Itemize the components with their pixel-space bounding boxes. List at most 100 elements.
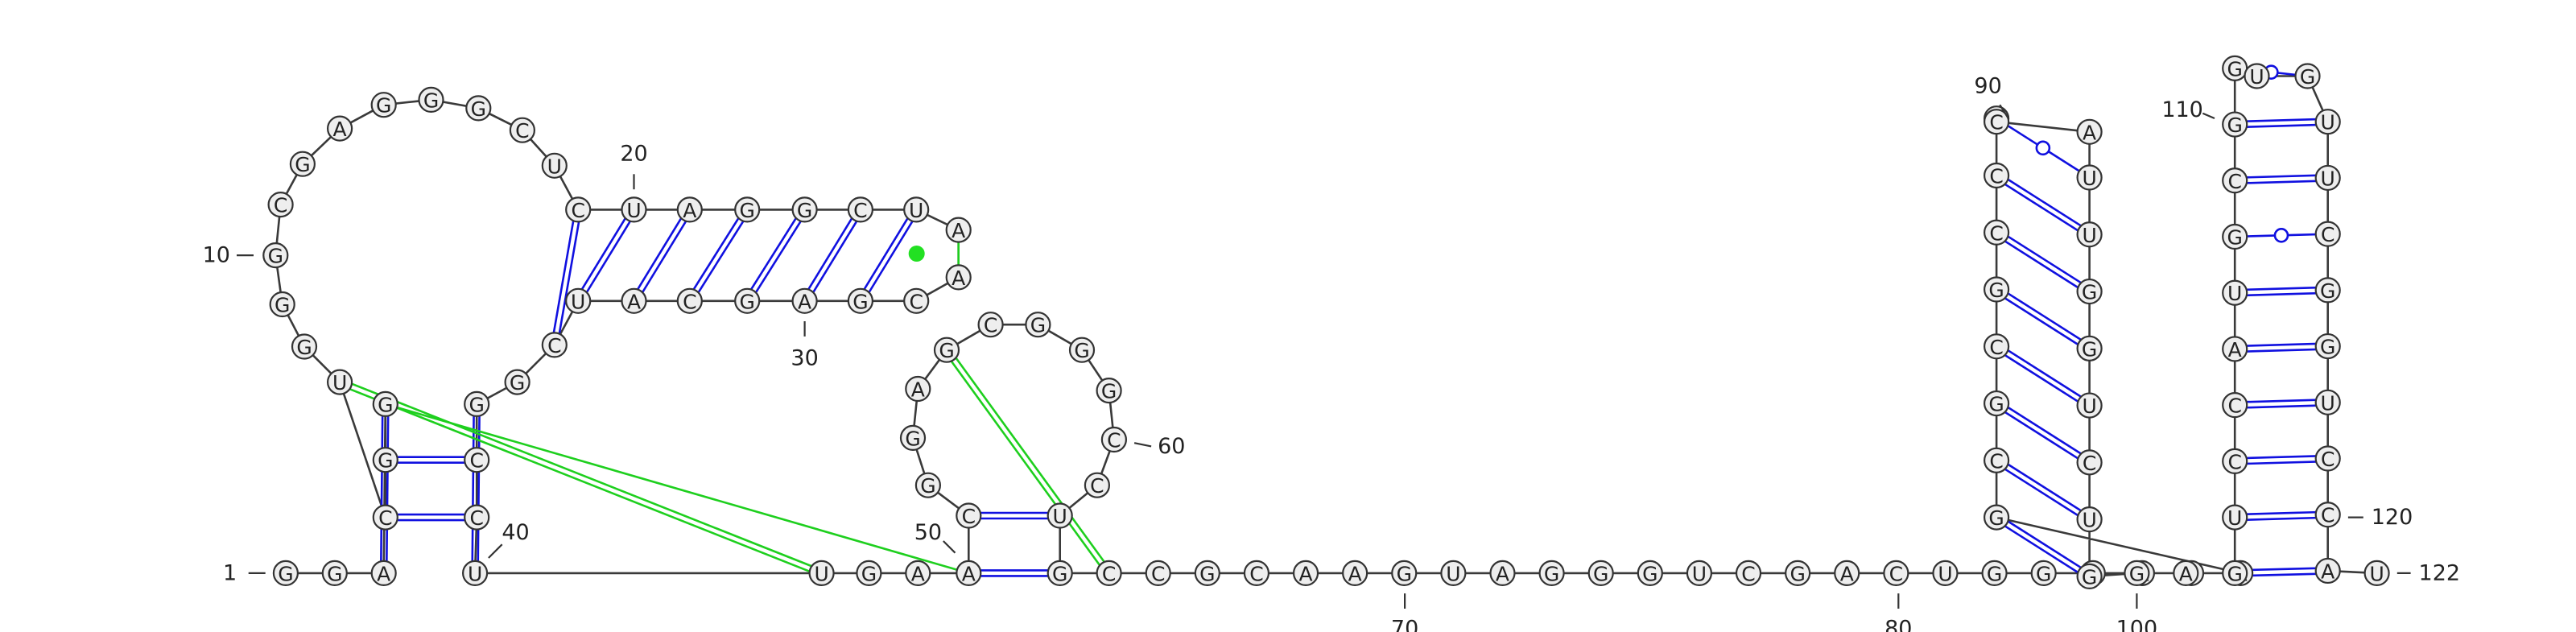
nucleotide: G — [1981, 560, 2008, 587]
watson-crick-pair — [379, 403, 384, 573]
nucleotide: G — [899, 424, 927, 452]
nucleotide: C — [267, 192, 294, 218]
nucleotide: A — [370, 560, 397, 587]
label-90: 90 — [1974, 74, 2001, 99]
pseudoknot-pair — [947, 347, 1113, 572]
nucleotide: C — [2222, 167, 2248, 194]
nucleotide: C — [1084, 472, 1111, 498]
label-120: 120 — [2372, 505, 2413, 530]
nucleotide: G — [847, 287, 874, 314]
nucleotide-letter: G — [2082, 565, 2097, 589]
nucleotide-letter: G — [1544, 562, 1559, 585]
nucleotide-letter: A — [2321, 560, 2334, 583]
nucleotide-letter: G — [1593, 562, 1608, 585]
nucleotide: G — [2076, 335, 2103, 361]
label-30: 30 — [791, 346, 818, 371]
label-tick — [488, 543, 503, 559]
nucleotide-letter: G — [1790, 562, 1805, 585]
nucleotide: C — [2222, 448, 2248, 474]
nucleotide-letter: G — [1052, 562, 1067, 585]
nucleotide-letter: A — [1496, 562, 1509, 585]
nucleotide: U — [621, 196, 647, 223]
nucleotide-letter: U — [1692, 562, 1707, 585]
pseudoknot-pair — [338, 383, 821, 577]
nucleotide: G — [933, 337, 960, 363]
nucleotide: C — [2076, 449, 2103, 476]
nucleotide-letter: C — [515, 119, 529, 143]
nucleotide: U — [327, 369, 353, 395]
nucleotide: A — [621, 287, 647, 314]
nucleotide-letter: A — [2179, 562, 2193, 585]
nucleotide: G — [2314, 333, 2341, 360]
watson-crick-pair — [2235, 399, 2328, 403]
nucleotide: G — [289, 151, 316, 177]
nucleotide: C — [1243, 560, 1270, 587]
watson-crick-pair — [1994, 404, 2089, 466]
nucleotide-letter: C — [853, 199, 867, 222]
nucleotide-letter: U — [626, 199, 641, 222]
nucleotide-letter: U — [2082, 394, 2096, 418]
nucleotide: G — [372, 390, 398, 417]
nucleotide-letter: C — [1107, 429, 1121, 452]
watson-crick-pair — [1997, 400, 2092, 461]
nucleotide: U — [1046, 502, 1073, 529]
nucleotide-letter: G — [1642, 562, 1657, 585]
label-70: 70 — [1391, 617, 1418, 632]
nucleotide-letter: C — [469, 449, 483, 473]
nucleotide-letter: A — [627, 290, 641, 313]
nucleotide: C — [1984, 162, 2010, 189]
nucleotide: U — [2076, 392, 2103, 419]
label-40: 40 — [502, 520, 529, 545]
nucleotide-letter: G — [852, 290, 868, 313]
nucleotide: U — [2244, 63, 2270, 89]
nucleotide-letter: C — [2321, 504, 2334, 527]
nucleotide: C — [1145, 560, 1171, 587]
nucleotide: C — [509, 117, 536, 143]
nucleotide: G — [1587, 560, 1614, 587]
nucleotide: G — [1984, 504, 2010, 531]
pseudoknot-pair — [385, 403, 969, 575]
nucleotide: C — [372, 504, 398, 531]
nucleotide-letter: G — [1988, 279, 2004, 302]
nucleotide: G — [914, 472, 942, 498]
nucleotide: G — [370, 92, 397, 118]
nucleotide-letter: C — [2083, 452, 2096, 475]
nucleotide-letter: U — [909, 199, 923, 222]
nucleotide: G — [2222, 560, 2248, 587]
nucleotide: G — [465, 95, 492, 122]
watson-crick-pair — [1994, 518, 2089, 580]
nucleotide-letter: A — [333, 118, 347, 141]
nucleotide-letter: A — [2083, 121, 2096, 144]
watson-crick-pair — [2235, 460, 2328, 465]
nucleotide: G — [2076, 278, 2103, 305]
label-1: 1 — [223, 560, 237, 585]
nucleotide: C — [977, 312, 1004, 338]
nucleotide-letter: G — [1397, 562, 1412, 585]
watson-crick-pair — [2235, 174, 2328, 180]
nucleotide: A — [1834, 560, 1860, 587]
nucleotide-letter: C — [1889, 562, 1903, 585]
watson-crick-pair — [551, 209, 577, 345]
pseudoknot-pair — [340, 378, 824, 572]
watson-crick-pair — [801, 207, 860, 300]
watson-crick-pair — [857, 207, 915, 300]
nucleotide-letter: U — [2227, 282, 2242, 305]
nucleotide-letter: G — [740, 199, 755, 222]
nucleotide: U — [2222, 504, 2248, 531]
watson-crick-pair — [806, 210, 864, 304]
nucleotide-letter: A — [377, 562, 390, 585]
nucleotide-letter: C — [274, 194, 287, 217]
nucleotide: U — [2076, 506, 2103, 533]
nucleotide: G — [2076, 563, 2103, 589]
nucleotide: G — [1785, 560, 1811, 587]
nucleotide-letter: A — [952, 266, 965, 290]
nucleotide-letter: C — [962, 505, 976, 528]
watson-crick-pair — [635, 210, 693, 304]
watson-crick-pair — [2235, 180, 2328, 185]
watson-crick-pair — [1997, 229, 2092, 291]
nucleotide: A — [2314, 557, 2341, 584]
nucleotide: U — [2314, 109, 2341, 135]
nucleotide-letter: C — [909, 290, 923, 313]
nucleotide: U — [461, 560, 489, 587]
watson-crick-pair — [575, 207, 633, 300]
